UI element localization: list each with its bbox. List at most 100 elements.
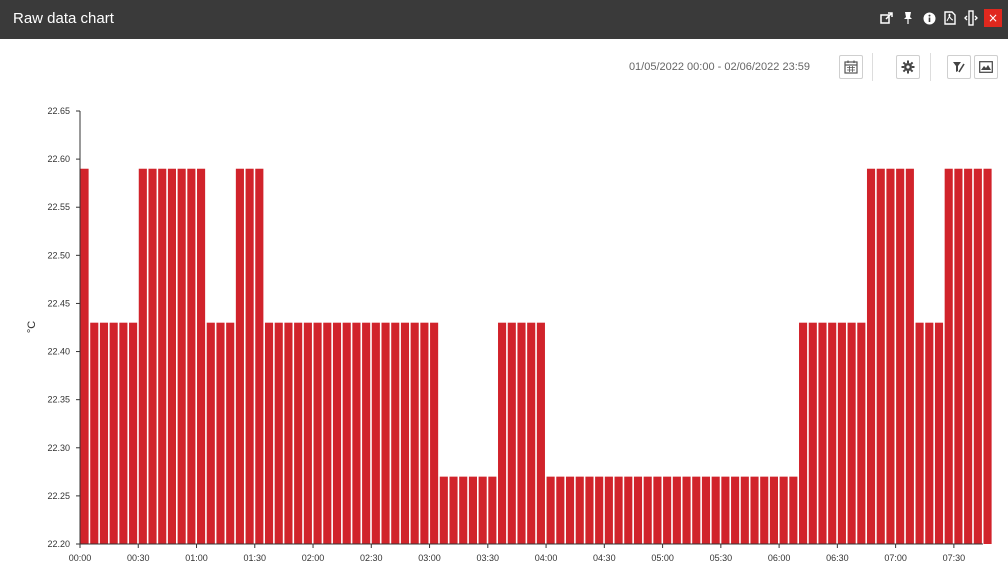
settings-icon (901, 60, 915, 74)
x-tick-label: 04:00 (535, 553, 558, 563)
y-tick-label: 22.55 (47, 202, 70, 212)
bar (430, 322, 439, 544)
bar (857, 322, 866, 544)
y-axis-title: °C (26, 321, 38, 333)
bar (148, 168, 157, 544)
bar (459, 476, 468, 544)
bar (138, 168, 147, 544)
bar (197, 168, 206, 544)
x-tick-label: 05:00 (651, 553, 674, 563)
highlight-button[interactable] (947, 55, 971, 79)
chart-toolbar: 01/05/2022 00:00 - 02/06/2022 23:59 (618, 53, 998, 81)
external-link-icon[interactable] (879, 9, 895, 27)
bar (478, 476, 487, 544)
bar (439, 476, 448, 544)
pin-icon[interactable] (900, 9, 916, 27)
bar (410, 322, 419, 544)
bar (789, 476, 798, 544)
bar (799, 322, 808, 544)
bar (779, 476, 788, 544)
bar (284, 322, 293, 544)
bar (187, 168, 196, 544)
bar (303, 322, 312, 544)
y-axis: 22.20 22.25 22.30 22.35 22.40 22.45 22.50 22.55… (47, 106, 81, 549)
y-tick-label: 22.50 (47, 250, 70, 260)
bar (226, 322, 235, 544)
calendar-button[interactable] (839, 55, 863, 79)
x-axis: 00:00 00:30 01:00 01:30 02:00 02:30 03:00 03:30… (69, 543, 983, 563)
bar (847, 322, 856, 544)
bar (633, 476, 643, 544)
bar (837, 322, 846, 544)
bar (362, 322, 371, 544)
bar (750, 476, 759, 544)
bar (323, 322, 332, 544)
bar (420, 322, 429, 544)
bar (624, 476, 633, 544)
toolbar-divider (872, 53, 873, 81)
close-button[interactable]: × (984, 9, 1002, 27)
bar (663, 476, 672, 544)
bar (711, 476, 720, 544)
x-tick-label: 00:00 (69, 553, 92, 563)
x-tick-label: 05:30 (710, 553, 733, 563)
bar (206, 322, 215, 544)
bar (488, 476, 497, 544)
bar (896, 168, 905, 544)
bar (274, 322, 283, 544)
y-tick-label: 22.40 (47, 347, 70, 357)
bar (158, 168, 167, 544)
bar (886, 168, 895, 544)
bar (468, 476, 477, 544)
y-tick-label: 22.25 (47, 491, 70, 501)
toolbar-divider (930, 53, 931, 81)
pdf-icon[interactable] (942, 9, 958, 27)
bar (828, 322, 837, 544)
y-tick-label: 22.20 (47, 539, 70, 549)
info-icon[interactable] (921, 9, 937, 27)
bar (235, 168, 244, 544)
bar (925, 322, 934, 544)
x-tick-label: 02:30 (360, 553, 383, 563)
bar (400, 322, 410, 544)
bar (876, 168, 885, 544)
date-range-label: 01/05/2022 00:00 - 02/06/2022 23:59 (628, 61, 810, 73)
x-tick-label: 03:00 (418, 553, 441, 563)
bar (866, 168, 876, 544)
x-tick-label: 03:30 (477, 553, 500, 563)
x-tick-label: 01:30 (244, 553, 267, 563)
bar (575, 476, 584, 544)
bar (556, 476, 565, 544)
y-tick-label: 22.60 (47, 154, 70, 164)
bar (99, 322, 109, 544)
resize-icon[interactable] (963, 9, 979, 27)
bar (983, 168, 992, 544)
bar (90, 322, 99, 544)
bar-chart: °C 22.2022.2522.3022.3522.4022.4522.5022… (26, 106, 992, 563)
bar (769, 476, 778, 544)
bar (313, 322, 322, 544)
window-controls: × (879, 9, 1002, 27)
bar (818, 322, 827, 544)
x-tick-label: 01:00 (185, 553, 208, 563)
x-tick-label: 07:00 (884, 553, 907, 563)
bar (731, 476, 740, 544)
bar (167, 168, 176, 544)
bar (604, 476, 613, 544)
bar (760, 476, 769, 544)
bar (973, 168, 982, 544)
highlight-icon (953, 62, 965, 73)
bar (536, 322, 545, 544)
bar (264, 322, 274, 544)
window-titlebar: Raw data chart × (0, 0, 1008, 39)
x-tick-label: 00:30 (127, 553, 150, 563)
x-tick-label: 06:00 (768, 553, 791, 563)
bar (517, 322, 526, 544)
x-tick-label: 04:30 (593, 553, 616, 563)
bar (342, 322, 351, 544)
settings-button[interactable] (896, 55, 920, 79)
bar (119, 322, 128, 544)
bar (944, 168, 953, 544)
image-export-button[interactable] (974, 55, 998, 79)
y-tick-label: 22.35 (47, 395, 70, 405)
